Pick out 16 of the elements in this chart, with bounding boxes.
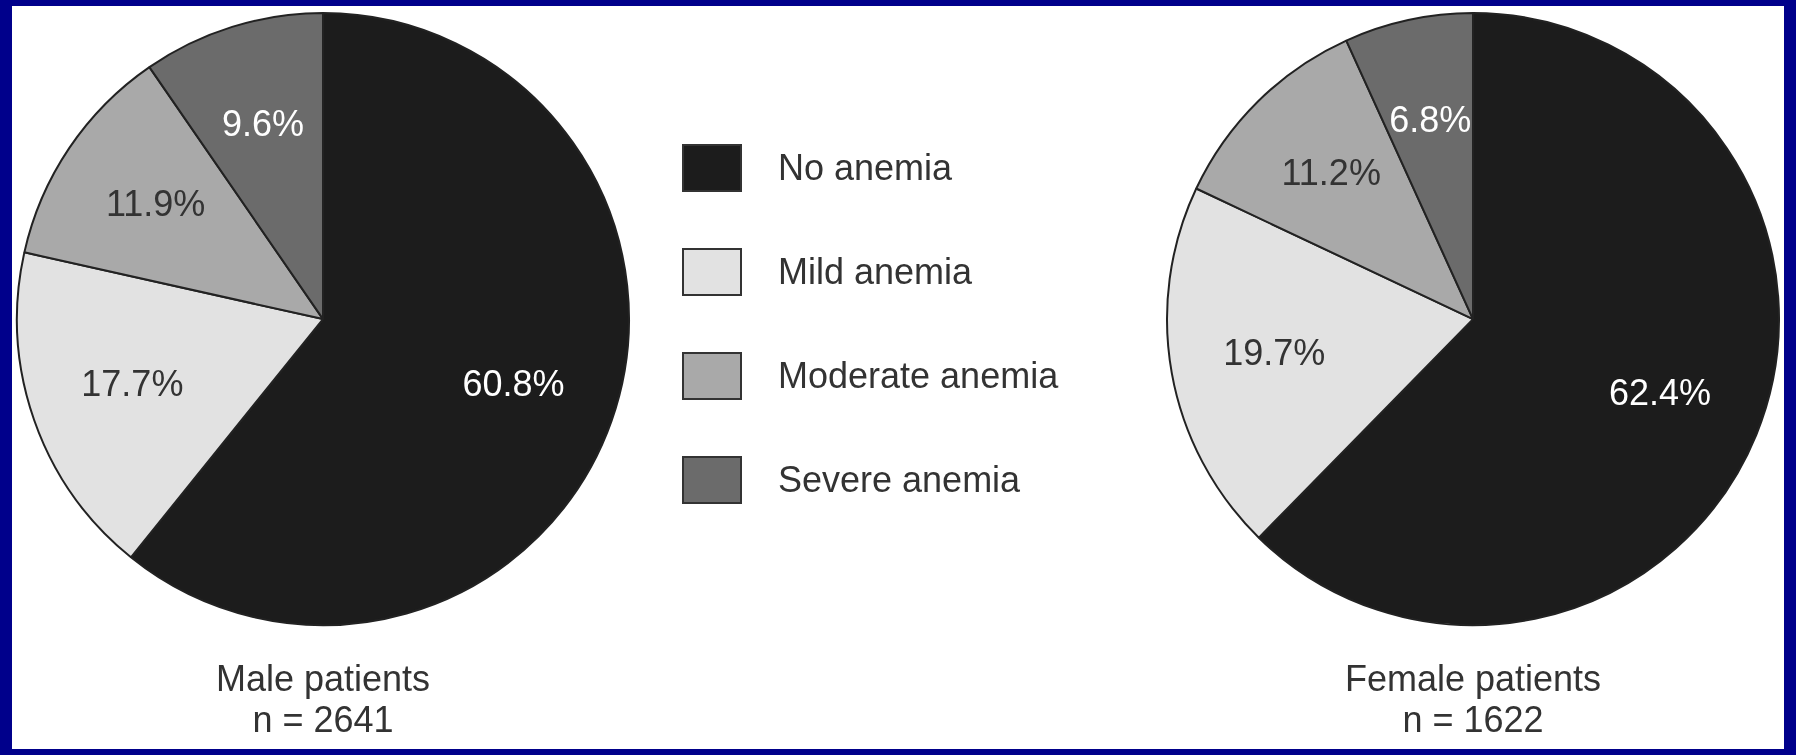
legend-label: Mild anemia <box>778 251 973 293</box>
legend-label: No anemia <box>778 147 953 189</box>
data-label: 11.9% <box>105 183 206 225</box>
legend-label: Moderate anemia <box>778 355 1059 397</box>
data-label: 60.8% <box>462 363 565 405</box>
text: Female patients <box>1344 657 1602 699</box>
data-label: 9.6% <box>221 103 305 145</box>
text: n = 2641 <box>252 699 394 741</box>
text: n = 1622 <box>1402 699 1544 741</box>
legend-label: Severe anemia <box>778 459 1021 501</box>
data-label: 11.2% <box>1281 152 1381 194</box>
data-label: 19.7% <box>1223 331 1326 373</box>
text: Male patients <box>215 657 431 699</box>
data-label: 17.7% <box>81 362 184 404</box>
data-label: 6.8% <box>1389 98 1472 140</box>
data-label: 62.4% <box>1608 372 1712 414</box>
